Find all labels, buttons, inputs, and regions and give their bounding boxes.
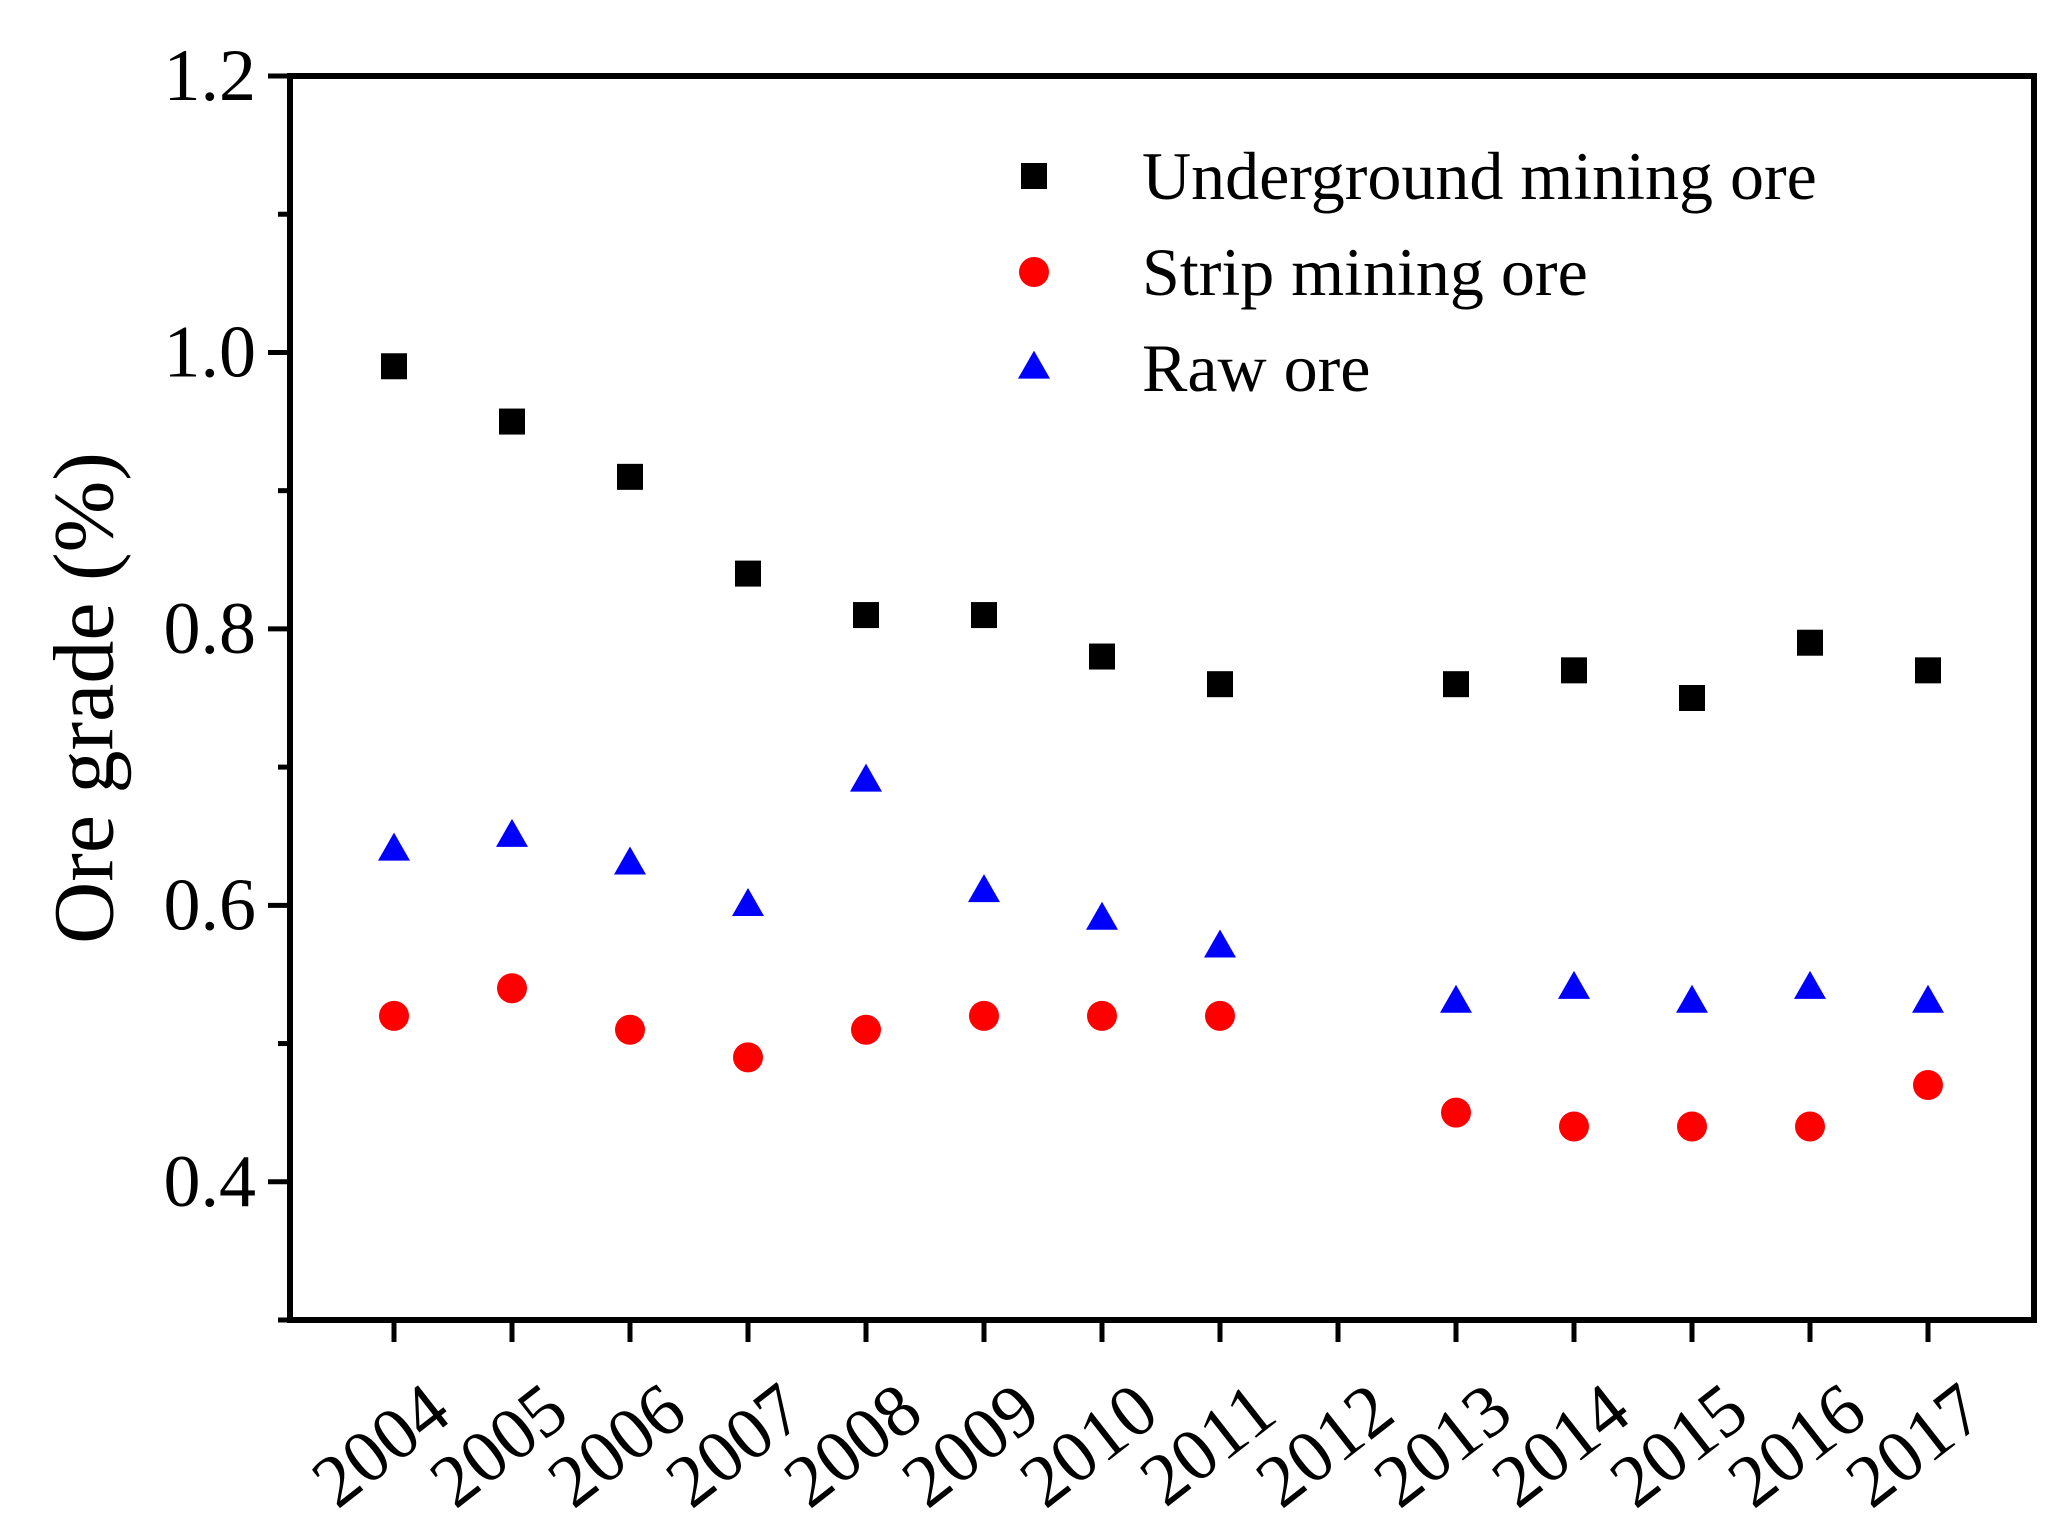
point-strip-mining-ore: [1677, 1111, 1707, 1142]
point-underground-mining-ore: [499, 408, 525, 435]
point-underground-mining-ore: [1797, 629, 1823, 656]
point-underground-mining-ore: [1561, 657, 1587, 684]
point-raw-ore: [1086, 901, 1118, 930]
x-tick-label: 2017: [1831, 1368, 1998, 1521]
point-underground-mining-ore: [1443, 671, 1469, 698]
x-axis-ticks: 2004200520062007200820092010201120122013…: [297, 1320, 1998, 1521]
point-raw-ore: [968, 874, 1000, 903]
point-strip-mining-ore: [1913, 1070, 1943, 1101]
y-tick-label: 1.2: [164, 35, 257, 117]
point-underground-mining-ore: [971, 602, 997, 629]
legend-marker-underground-mining-ore: [1021, 163, 1047, 189]
point-raw-ore: [1440, 984, 1472, 1013]
y-axis-ticks: 0.4 0.6 0.8 1.0 1.2: [164, 35, 290, 1323]
y-axis-title: Ore grade (%): [36, 452, 132, 944]
point-strip-mining-ore: [733, 1042, 763, 1073]
point-underground-mining-ore: [617, 463, 643, 490]
point-raw-ore: [1676, 984, 1708, 1013]
point-underground-mining-ore: [1089, 643, 1115, 670]
point-strip-mining-ore: [615, 1014, 645, 1045]
point-raw-ore: [378, 832, 410, 861]
point-raw-ore: [732, 887, 764, 916]
point-strip-mining-ore: [1795, 1111, 1825, 1142]
point-underground-mining-ore: [381, 353, 407, 380]
point-underground-mining-ore: [1207, 671, 1233, 698]
point-raw-ore: [1912, 984, 1944, 1013]
legend-marker-raw-ore: [1018, 350, 1050, 379]
legend: Underground mining ore Strip mining ore Ra…: [1018, 138, 1817, 406]
point-strip-mining-ore: [379, 1000, 409, 1031]
point-strip-mining-ore: [851, 1014, 881, 1045]
data-marks: [378, 353, 1944, 1142]
legend-marker-strip-mining-ore: [1019, 257, 1049, 287]
legend-label-strip-mining-ore: Strip mining ore: [1142, 234, 1588, 310]
point-strip-mining-ore: [1441, 1097, 1471, 1128]
point-underground-mining-ore: [853, 602, 879, 629]
y-tick-label: 0.8: [164, 588, 257, 670]
plot-frame: [287, 73, 2037, 1323]
point-strip-mining-ore: [969, 1000, 999, 1031]
legend-label-underground-mining-ore: Underground mining ore: [1142, 138, 1817, 214]
point-strip-mining-ore: [497, 973, 527, 1004]
axes-layer: [287, 73, 2037, 1323]
y-tick-label: 0.4: [164, 1141, 257, 1223]
point-raw-ore: [850, 763, 882, 792]
point-raw-ore: [614, 846, 646, 875]
point-underground-mining-ore: [1915, 657, 1941, 684]
point-underground-mining-ore: [735, 560, 761, 587]
legend-label-raw-ore: Raw ore: [1142, 330, 1370, 406]
point-raw-ore: [1558, 970, 1590, 999]
point-strip-mining-ore: [1087, 1000, 1117, 1031]
point-strip-mining-ore: [1559, 1111, 1589, 1142]
point-strip-mining-ore: [1205, 1000, 1235, 1031]
point-underground-mining-ore: [1679, 685, 1705, 711]
y-tick-label: 0.6: [164, 864, 257, 946]
point-raw-ore: [1794, 970, 1826, 999]
y-tick-label: 1.0: [164, 311, 257, 393]
point-raw-ore: [1204, 929, 1236, 958]
point-raw-ore: [496, 818, 528, 847]
